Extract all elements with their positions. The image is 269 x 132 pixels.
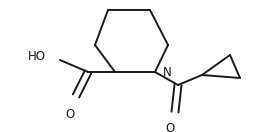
Text: O: O	[165, 122, 175, 132]
Text: O: O	[65, 108, 75, 121]
Text: N: N	[163, 65, 172, 79]
Text: HO: HO	[28, 51, 46, 63]
